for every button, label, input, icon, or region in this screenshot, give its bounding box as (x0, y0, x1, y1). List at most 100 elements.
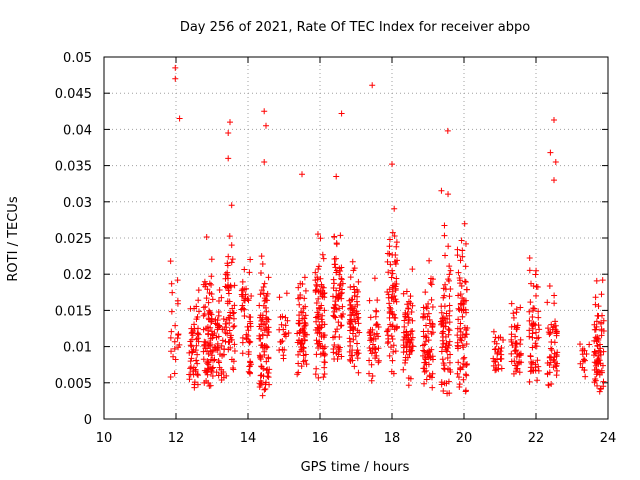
data-point (536, 326, 543, 333)
data-point (225, 275, 232, 282)
data-point (499, 337, 506, 344)
data-point (429, 304, 436, 311)
data-point (534, 377, 541, 384)
data-point (347, 327, 354, 334)
data-point (227, 119, 233, 126)
data-point (428, 281, 435, 288)
data-point (263, 122, 269, 129)
data-point (533, 292, 540, 299)
data-point (533, 267, 540, 274)
data-point (202, 345, 209, 352)
data-point (191, 379, 198, 386)
data-point (222, 271, 229, 278)
data-point (463, 341, 470, 348)
data-point (319, 293, 326, 300)
data-point (258, 269, 265, 276)
data-point (263, 367, 270, 374)
data-point (445, 243, 452, 250)
data-point (176, 341, 183, 348)
data-point (393, 275, 400, 282)
data-point (405, 320, 412, 327)
data-point (205, 299, 212, 306)
data-point (295, 369, 302, 376)
data-point (339, 286, 346, 293)
data-point (461, 298, 468, 305)
data-point (535, 314, 542, 321)
data-point (349, 347, 356, 354)
data-point (426, 257, 433, 264)
data-point (594, 342, 601, 349)
data-point (526, 308, 533, 315)
data-point (204, 286, 211, 293)
data-point (532, 364, 539, 371)
data-point (391, 233, 398, 240)
data-point (492, 367, 499, 374)
data-point (429, 370, 436, 377)
data-point (406, 344, 413, 351)
data-point (172, 64, 179, 71)
data-point (372, 355, 379, 362)
data-point (187, 358, 194, 365)
data-point (228, 259, 235, 266)
data-point (284, 317, 291, 324)
data-point (373, 321, 380, 328)
data-point (195, 338, 202, 345)
data-point (262, 386, 269, 393)
data-point (457, 328, 464, 335)
data-point (336, 271, 343, 278)
data-point (260, 302, 267, 309)
data-point (423, 376, 430, 383)
data-point (247, 323, 254, 330)
data-point (223, 324, 230, 331)
data-point (462, 388, 469, 395)
data-point (547, 149, 554, 156)
data-point (388, 274, 395, 281)
data-point (592, 362, 599, 369)
data-point (216, 286, 223, 293)
data-point (239, 334, 246, 341)
data-point (331, 341, 338, 348)
data-point (517, 304, 524, 311)
data-point (193, 357, 200, 364)
data-point (461, 334, 468, 341)
data-point (218, 342, 225, 349)
data-point (317, 275, 324, 282)
data-point (208, 273, 215, 280)
data-point (205, 340, 212, 347)
data-point (332, 301, 339, 308)
data-point (355, 369, 362, 376)
y-tick-label: 0.05 (63, 51, 92, 66)
data-point (409, 317, 416, 324)
data-point (230, 309, 237, 316)
data-point (333, 287, 340, 294)
data-point (239, 293, 246, 300)
data-point (457, 257, 464, 264)
data-point (263, 308, 270, 315)
data-point (599, 312, 606, 319)
data-point (498, 344, 505, 351)
data-point (247, 318, 254, 325)
data-point (313, 300, 320, 307)
data-point (581, 357, 588, 364)
data-point (335, 343, 342, 350)
data-point (280, 355, 287, 362)
data-point (241, 306, 248, 313)
data-point (258, 363, 265, 370)
x-tick-label: 16 (312, 431, 329, 446)
data-point (281, 331, 288, 338)
data-point (224, 300, 231, 307)
data-point (263, 314, 270, 321)
data-point (245, 297, 252, 304)
data-point (552, 318, 559, 325)
data-point (200, 281, 207, 288)
data-point (172, 322, 179, 329)
data-point (494, 356, 501, 363)
data-point (370, 335, 377, 342)
data-point (261, 348, 268, 355)
data-point (318, 333, 325, 340)
data-point (403, 331, 410, 338)
data-point (444, 354, 451, 361)
data-point (438, 320, 445, 327)
data-point (547, 329, 554, 336)
data-point (227, 344, 234, 351)
